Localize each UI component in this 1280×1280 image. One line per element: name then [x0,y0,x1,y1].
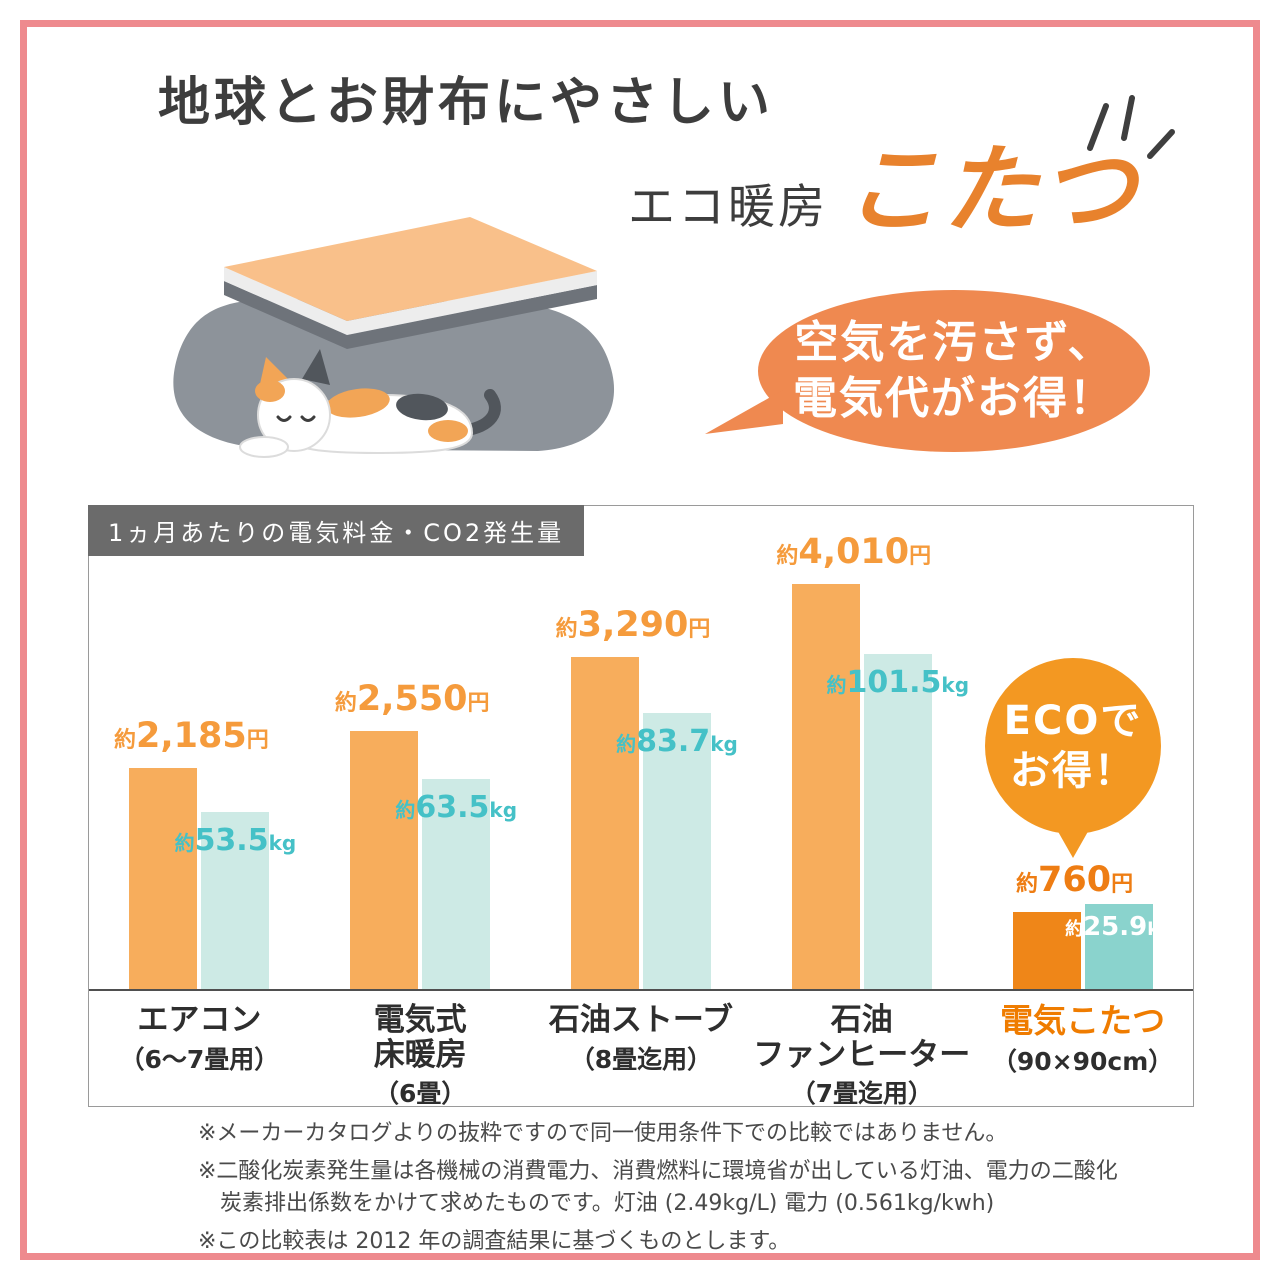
bar-group: 約760円約25.9kg [1012,506,1172,989]
bar-column: 約2,185円約53.5kg [89,506,310,989]
footnote-3: ※この比較表は 2012 年の調査結果に基づくものとします。 [198,1228,791,1254]
category-cell: エアコン （6～7畳用） [89,993,310,1106]
footnote-1: ※メーカーカタログよりの抜粋ですので同一使用条件下での比較ではありません。 [198,1121,1008,1146]
category-cell: 電気こたつ （90×90cm） [972,993,1193,1106]
price-bar [570,657,639,989]
price-value-label: 約760円 [1016,860,1134,900]
price-value-label: 約2,185円 [114,716,269,756]
bar-group: 約2,550円約63.5kg [335,506,517,989]
bar-column: 約3,290円約83.7kg [531,506,752,989]
category-note: （90×90cm） [991,1046,1174,1076]
speech-bubble: 空気を汚さず、 電気代がお得！ [758,290,1150,452]
co2-bar [1084,904,1153,989]
subtitle-main: こたつ [844,133,1138,246]
bar-column: 約2,550円約63.5kg [310,506,531,989]
co2-value-label: 約63.5kg [395,790,518,825]
chart-categories: エアコン （6～7畳用） 電気式 床暖房 （6畳） 石油ストーブ （8畳迄用） 石油 ファン… [89,993,1193,1109]
category-note: （8畳迄用） [569,1044,713,1074]
comparison-chart: 1ヵ月あたりの電気料金・CO2発生量 約2,185円 約53.5kg 約2,550円… [88,505,1194,1109]
speech-bubble-tail [705,390,783,434]
price-bar [791,584,860,989]
page-title: 地球とお財布にやさしい [158,72,775,133]
category-cell: 石油ストーブ （8畳迄用） [531,993,752,1106]
category-cell: 電気式 床暖房 （6畳） [310,993,531,1109]
speech-bubble-line2: 電気代がお得！ [793,373,1115,424]
cat-icon [239,349,501,458]
category-note: （7畳迄用） [790,1079,933,1109]
co2-bar [201,812,270,989]
category-label: 電気こたつ [1000,1001,1166,1040]
bar-group: 約3,290円約83.7kg [556,506,738,989]
category-cell: 石油 ファンヒーター （7畳迄用） [751,993,972,1109]
co2-value-label: 約53.5kg [174,823,297,858]
co2-value-label: 約101.5kg [826,665,970,700]
price-bar [350,731,419,989]
price-value-label: 約2,550円 [334,679,490,719]
eco-badge: ECOで お得！ [985,658,1161,858]
chart-bars: 約2,185円 約53.5kg 約2,550円 約63.5kg 約3,290円 約83.7… [89,506,1193,991]
bar-group: 約2,185円約53.5kg [114,506,296,989]
price-value-label: 約3,290円 [555,605,711,645]
chart-title-tag: 1ヵ月あたりの電気料金・CO2発生量 [88,505,585,556]
price-bar [1012,912,1081,989]
bar-column: 約760円約25.9kg [972,506,1193,989]
eco-badge-line1: ECOで [1003,698,1143,744]
category-label: 石油 ファンヒーター [753,1002,971,1073]
kotatsu-table-top [224,217,597,321]
category-note: （6畳） [373,1079,467,1109]
kotatsu-cat-illustration [173,217,615,458]
price-value-label: 約4,010円 [776,532,932,572]
kotatsu-table-shadow [224,281,597,349]
co2-bar [642,713,711,989]
subtitle-prefix: エコ暖房 [628,180,828,235]
co2-value-label: 約83.7kg [616,724,738,759]
category-label: 電気式 床暖房 [373,1002,467,1073]
price-bar [129,768,198,989]
speech-bubble-line1: 空気を汚さず、 [794,316,1114,368]
co2-bar [863,654,932,989]
footnotes: ※メーカーカタログよりの抜粋ですので同一使用条件下での比較ではありません。 ※二… [198,1118,1118,1264]
co2-bar [422,779,491,989]
kotatsu-table-edge [224,267,597,335]
subtitle: エコ暖房 こたつ [628,112,1138,251]
bar-column: 約4,010円約101.5kg [751,506,972,989]
category-label: 石油ストーブ [548,1002,734,1038]
sparkle-icon [1087,95,1175,159]
footnote-2: ※二酸化炭素発生量は各機械の消費電力、消費燃料に環境省が出している灯油、電力の二… [198,1158,1118,1216]
bar-group: 約4,010円約101.5kg [776,506,969,989]
co2-value-label: 約25.9kg [1065,912,1173,942]
category-note: （6～7畳用） [119,1044,280,1074]
category-label: エアコン [137,1002,262,1038]
eco-badge-tail [1056,828,1090,858]
eco-badge-line2: お得！ [1010,748,1136,794]
decorative-pink-border [20,20,1260,1260]
